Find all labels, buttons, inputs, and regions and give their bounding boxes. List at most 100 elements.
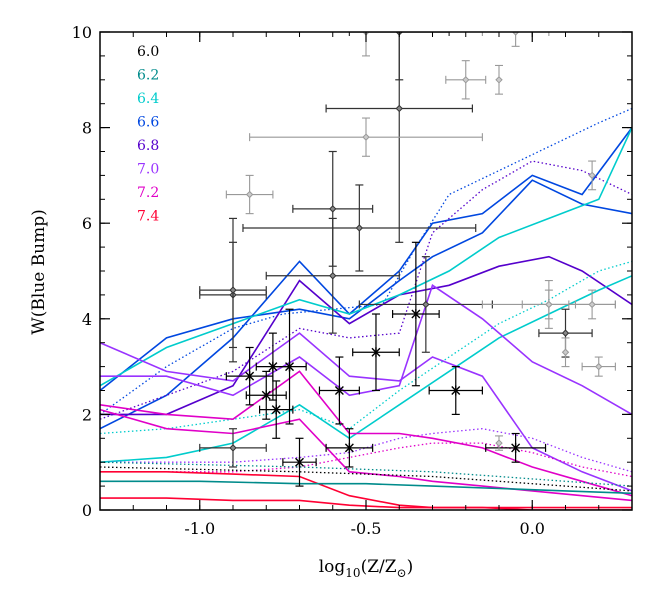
star-marker xyxy=(271,404,281,415)
diamond-marker xyxy=(495,76,503,84)
diamond-marker xyxy=(561,329,570,337)
series-line-6-2-18 xyxy=(100,480,632,495)
legend-entry-6-4: 6.4 xyxy=(137,91,159,107)
y-tick-label: 0 xyxy=(82,501,92,520)
data-point-gray-9 xyxy=(588,160,597,191)
plot-frame xyxy=(99,31,633,511)
diamond-marker xyxy=(561,348,570,356)
star-marker xyxy=(451,385,461,396)
data-point-star-6 xyxy=(325,428,374,468)
legend-entry-7-2: 7.2 xyxy=(137,185,159,201)
diamond-marker xyxy=(355,224,364,232)
legend-entry-6-6: 6.6 xyxy=(137,115,159,131)
data-point-gray-7 xyxy=(521,280,577,329)
data-point-dark-diamond-9 xyxy=(538,308,593,358)
diamond-marker xyxy=(462,76,470,84)
series-line-6-6-0 xyxy=(100,127,632,430)
series-line-7-0-9 xyxy=(100,284,632,416)
legend: 6.0 6.2 6.4 6.6 6.8 7.0 7.2 7.4 xyxy=(137,44,159,225)
series-line-7-2-12 xyxy=(100,408,632,502)
x-axis-label-main: log xyxy=(319,557,346,577)
y-axis-label: W(Blue Bump) xyxy=(29,209,49,335)
data-point-dark-diamond-6 xyxy=(325,32,473,243)
data-point-dark-diamond-7 xyxy=(358,256,493,353)
x-tick-label: -0.5 xyxy=(351,519,382,538)
data-point-gray-1 xyxy=(249,117,483,157)
legend-entry-7-0: 7.0 xyxy=(137,162,159,178)
diamond-marker xyxy=(545,300,553,309)
legend-entry-6-0: 6.0 xyxy=(137,44,159,60)
data-point-dark-diamond-2 xyxy=(199,428,267,468)
data-point-dark-diamond-1 xyxy=(199,217,267,363)
y-tick-label: 10 xyxy=(72,23,92,42)
star-marker xyxy=(285,361,295,372)
star-marker xyxy=(411,309,421,320)
data-point-star-4 xyxy=(259,380,294,439)
data-point-gray-10 xyxy=(561,337,570,368)
legend-entry-6-8: 6.8 xyxy=(137,138,159,154)
x-axis-label-subscript: 10 xyxy=(345,566,360,580)
data-point-star-9 xyxy=(392,241,440,387)
data-point-dark-diamond-5 xyxy=(242,184,477,272)
star-marker xyxy=(295,457,304,468)
diamond-marker xyxy=(245,190,254,199)
x-tick-label: 0.0 xyxy=(520,519,545,538)
data-point-star-10 xyxy=(428,366,483,415)
legend-entry-6-2: 6.2 xyxy=(137,68,159,84)
diamond-marker xyxy=(362,133,370,141)
star-marker xyxy=(344,442,354,453)
data-point-gray-4 xyxy=(445,60,487,100)
x-axis-label-rest: (Z/Z xyxy=(361,557,397,577)
series-line-7-0-8 xyxy=(100,332,632,492)
star-marker xyxy=(511,442,521,453)
data-point-gray-8 xyxy=(568,289,616,320)
series-line-7-0-10 xyxy=(100,428,632,473)
x-axis-label-sun: ⊙ xyxy=(397,566,407,580)
data-point-gray-11 xyxy=(581,356,616,377)
diamond-marker xyxy=(229,286,237,294)
series-line-6-6-1 xyxy=(100,179,632,392)
y-tick-label: 8 xyxy=(82,119,92,138)
diamond-marker xyxy=(329,272,337,280)
diamond-marker xyxy=(588,171,596,180)
diamond-marker xyxy=(495,439,503,447)
x-tick-label: -1.0 xyxy=(184,519,215,538)
diamond-marker xyxy=(395,104,403,113)
y-tick-label: 4 xyxy=(82,310,92,329)
data-point-dark-diamond-4 xyxy=(265,217,400,334)
diamond-marker xyxy=(329,205,337,213)
diamond-marker xyxy=(229,444,237,452)
axes-layer: -1.0 -0.5 0.0 0 2 4 6 8 10 xyxy=(72,23,633,538)
data-point-gray-12 xyxy=(495,435,503,451)
star-marker xyxy=(371,347,381,358)
data-point-star-8 xyxy=(352,313,400,392)
series-line-7-2-13 xyxy=(100,442,632,478)
series-line-6-8-4 xyxy=(100,160,632,420)
data-point-star-1 xyxy=(245,370,287,420)
x-axis-label: log10(Z/Z⊙) xyxy=(319,557,414,580)
series-line-6-4-6 xyxy=(100,127,632,387)
data-point-star-7 xyxy=(318,356,360,425)
diamond-marker xyxy=(588,300,596,309)
x-axis-label-end: ) xyxy=(407,557,414,577)
y-tick-label: 6 xyxy=(82,214,92,233)
star-marker xyxy=(245,371,255,382)
series-line-6-2-17 xyxy=(100,461,632,487)
data-point-dark-diamond-8 xyxy=(348,32,450,81)
star-marker xyxy=(334,385,344,396)
diamond-marker xyxy=(595,362,603,371)
data-point-star-11 xyxy=(485,432,547,463)
series-line-6-0-16 xyxy=(100,466,632,492)
series-line-7-2-11 xyxy=(100,370,632,497)
data-point-star-5 xyxy=(282,437,317,487)
diamond-marker xyxy=(422,300,430,309)
data-point-gray-3 xyxy=(495,64,503,95)
star-marker xyxy=(261,390,271,401)
data-point-star-3 xyxy=(272,308,307,425)
legend-entry-7-4: 7.4 xyxy=(137,209,159,225)
series-line-6-4-7 xyxy=(100,260,632,435)
data-point-gray-0 xyxy=(225,174,274,215)
series-layer xyxy=(100,107,632,510)
y-tick-label: 2 xyxy=(82,405,92,424)
